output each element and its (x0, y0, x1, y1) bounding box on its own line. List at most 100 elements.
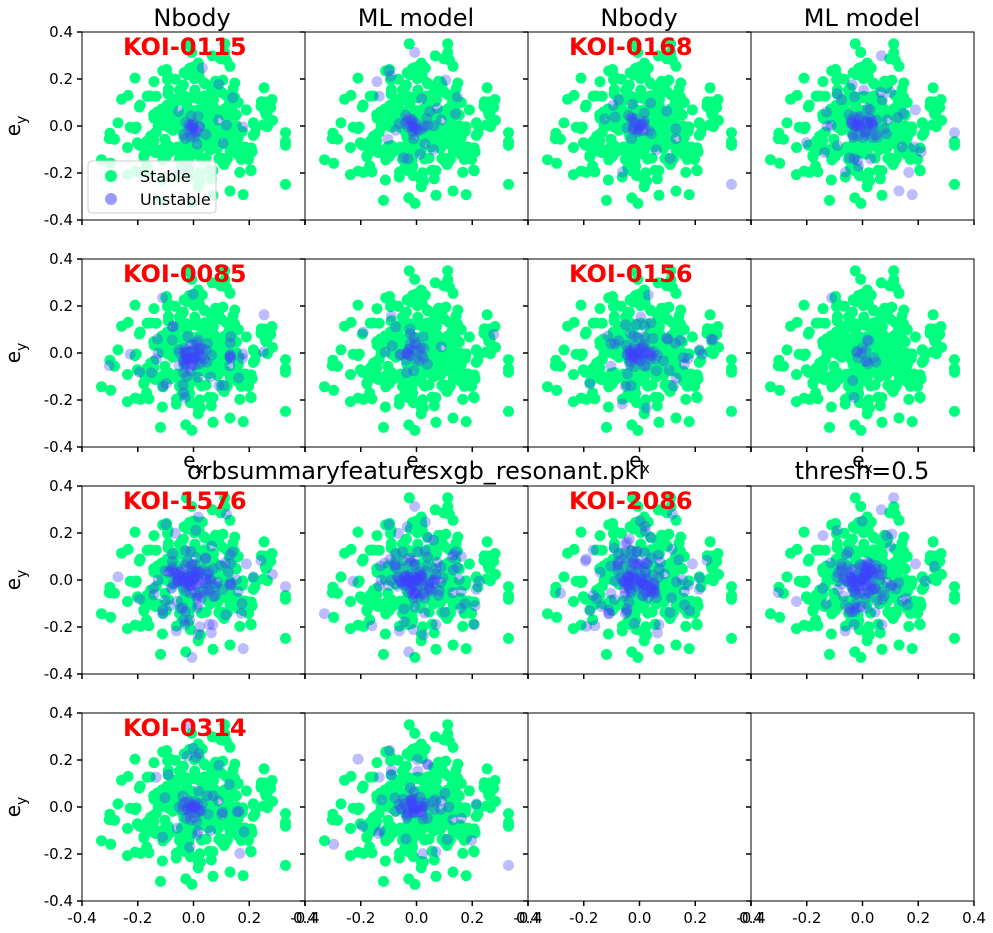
unstable-point (179, 392, 191, 403)
stable-point (122, 823, 133, 834)
unstable-point (647, 333, 659, 344)
stable-point (551, 157, 563, 169)
stable-point (247, 344, 259, 356)
stable-point (864, 629, 875, 641)
stable-point (173, 311, 185, 323)
stable-point (418, 402, 429, 414)
stable-point (371, 530, 383, 542)
unstable-point (674, 334, 686, 346)
stable-point (231, 352, 243, 364)
unstable-point (177, 379, 189, 391)
stable-point (224, 639, 236, 651)
y-tick-label: 0.0 (49, 117, 73, 135)
stable-point (446, 337, 458, 349)
unstable-point (853, 583, 865, 595)
stable-point (673, 83, 685, 95)
stable-point (444, 153, 456, 165)
unstable-point (402, 153, 414, 165)
stable-point (122, 142, 133, 153)
unstable-point (670, 372, 682, 384)
stable-point (112, 798, 124, 810)
stable-point (195, 402, 206, 414)
stable-point (173, 765, 185, 777)
stable-point (862, 339, 874, 351)
stable-point (829, 65, 841, 76)
unstable-point (644, 346, 656, 358)
unstable-point (620, 339, 632, 351)
unstable-point (169, 527, 181, 539)
unstable-point (182, 353, 194, 365)
stable-point (169, 300, 181, 312)
stable-point (145, 811, 157, 823)
stable-point (454, 352, 466, 364)
stable-point (807, 378, 819, 390)
stable-point (914, 142, 926, 154)
unstable-point (399, 118, 411, 129)
unstable-point (419, 607, 431, 619)
unstable-point (146, 367, 157, 379)
stable-point (134, 780, 146, 792)
unstable-point (849, 91, 861, 103)
stable-point (157, 381, 169, 393)
unstable-point (670, 133, 682, 145)
unstable-point (213, 759, 225, 771)
stable-point (186, 273, 198, 285)
unstable-point (373, 90, 385, 102)
unstable-point (605, 338, 617, 350)
stable-point (924, 550, 936, 562)
unstable-point (447, 587, 459, 599)
unstable-point (584, 605, 596, 617)
stable-point (884, 105, 896, 117)
stable-point (603, 381, 615, 393)
stable-point (581, 166, 592, 178)
unstable-points (357, 310, 500, 379)
stable-point (642, 153, 654, 165)
stable-point (642, 380, 654, 392)
stable-point (826, 608, 838, 620)
unstable-point (693, 583, 705, 595)
stable-point (148, 76, 160, 88)
stable-point (181, 69, 193, 81)
unstable-point (627, 124, 639, 136)
unstable-point (868, 352, 880, 364)
stable-point (906, 416, 918, 428)
stable-point (121, 850, 133, 862)
unstable-point (791, 596, 802, 607)
stable-point (174, 92, 185, 104)
stable-point (927, 346, 938, 358)
stable-point (245, 846, 257, 858)
unstable-point (390, 321, 401, 333)
stable-point (691, 165, 703, 177)
stable-point (602, 628, 614, 640)
stable-point (653, 643, 665, 655)
unstable-point (629, 617, 641, 629)
stable-point (212, 303, 224, 315)
stable-point (404, 101, 416, 113)
stable-point (162, 88, 174, 100)
unstable-point (707, 334, 719, 346)
stable-point (443, 365, 455, 377)
unstable-point (667, 380, 679, 392)
column-title-1: Nbody (153, 4, 230, 32)
unstable-point (581, 620, 592, 632)
stable-point (773, 354, 785, 366)
unstable-point (632, 353, 644, 365)
stable-point (356, 328, 368, 340)
unstable-point (468, 619, 480, 631)
stable-point (207, 643, 219, 655)
unstable-point (160, 378, 172, 389)
stable-point (235, 153, 247, 165)
stable-point (949, 581, 960, 593)
stable-point (150, 544, 162, 556)
stable-point (220, 819, 232, 831)
unstable-point (866, 117, 878, 129)
unstable-point (392, 527, 404, 539)
stable-point (184, 387, 196, 399)
stable-point (567, 169, 579, 181)
stable-point (626, 192, 638, 204)
stable-point (914, 619, 926, 631)
stable-point (472, 127, 484, 139)
stable-point (889, 316, 901, 328)
stable-point (161, 780, 173, 792)
stable-point (481, 309, 493, 321)
